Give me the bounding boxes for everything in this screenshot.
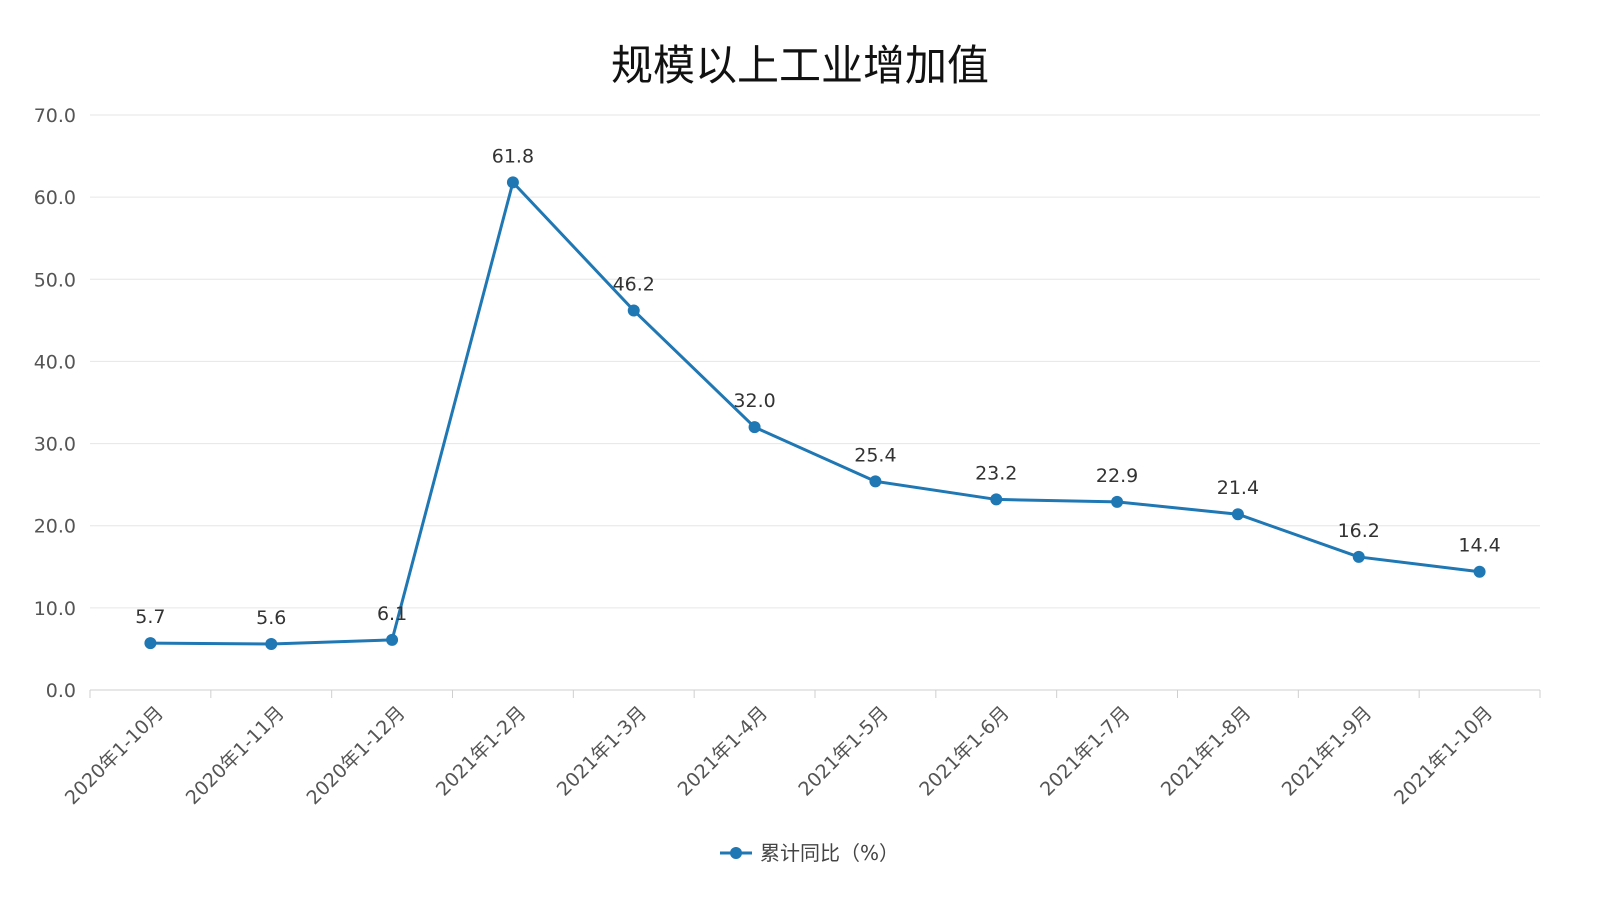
data-point[interactable] (869, 475, 882, 488)
data-point[interactable] (748, 421, 761, 434)
data-point[interactable] (627, 304, 640, 317)
x-tick-label: 2021年1-6月 (915, 702, 1014, 801)
y-tick-label: 30.0 (34, 434, 76, 456)
data-point[interactable] (506, 176, 519, 189)
data-point[interactable] (1352, 550, 1365, 563)
x-tick-label: 2021年1-5月 (794, 702, 893, 801)
data-label: 32.0 (733, 390, 775, 412)
y-tick-label: 10.0 (34, 598, 76, 620)
series-line (148, 180, 1482, 646)
x-tick-label: 2021年1-4月 (674, 702, 773, 801)
x-tick-label: 2020年1-10月 (61, 702, 168, 809)
x-tick-label: 2021年1-3月 (553, 702, 652, 801)
data-label: 25.4 (854, 444, 896, 466)
y-axis: 0.0 10.0 20.0 30.0 40.0 50.0 60.0 70.0 (34, 105, 76, 702)
data-point[interactable] (265, 638, 278, 650)
legend-label: 累计同比（%） (760, 841, 899, 865)
x-tick-label: 2021年1-8月 (1157, 702, 1256, 801)
x-tick-label: 2021年1-9月 (1278, 702, 1377, 801)
data-label: 5.6 (256, 607, 286, 629)
x-tick-label: 2020年1-11月 (182, 702, 289, 809)
data-point[interactable] (1473, 565, 1486, 578)
data-label: 6.1 (377, 603, 407, 625)
data-label: 14.4 (1458, 535, 1500, 557)
x-tick-label: 2021年1-2月 (432, 702, 531, 801)
data-label: 46.2 (613, 274, 655, 296)
legend-marker-icon (730, 847, 742, 859)
y-tick-label: 60.0 (34, 187, 76, 209)
legend: 累计同比（%） (720, 841, 899, 865)
data-label: 23.2 (975, 462, 1017, 484)
x-axis: 2020年1-10月 2020年1-11月 2020年1-12月 2021年1-2月 2… (61, 690, 1541, 809)
y-tick-label: 50.0 (34, 269, 76, 291)
data-label: 61.8 (492, 145, 534, 167)
data-label: 21.4 (1217, 477, 1259, 499)
series-line-group (144, 176, 1486, 650)
x-tick-label: 2020年1-12月 (303, 702, 410, 809)
y-tick-label: 40.0 (34, 351, 76, 373)
x-tick-label: 2021年1-10月 (1390, 702, 1497, 809)
y-tick-label: 0.0 (46, 680, 76, 702)
data-point[interactable] (1231, 508, 1244, 521)
gridlines (90, 114, 1540, 691)
data-labels: 5.7 5.6 6.1 61.8 46.2 32.0 25.4 23.2 22.9 21.4 16.… (135, 145, 1500, 629)
data-point[interactable] (1111, 495, 1124, 508)
chart-title: 规模以上工业增加值 (611, 41, 989, 90)
data-label: 22.9 (1096, 465, 1138, 487)
data-label: 5.7 (135, 606, 165, 628)
x-tick-label: 2021年1-7月 (1036, 702, 1135, 801)
data-point[interactable] (990, 493, 1003, 506)
data-label: 16.2 (1338, 520, 1380, 542)
data-point[interactable] (386, 633, 399, 646)
y-tick-label: 70.0 (34, 105, 76, 127)
data-point[interactable] (144, 637, 157, 650)
y-tick-label: 20.0 (34, 516, 76, 538)
